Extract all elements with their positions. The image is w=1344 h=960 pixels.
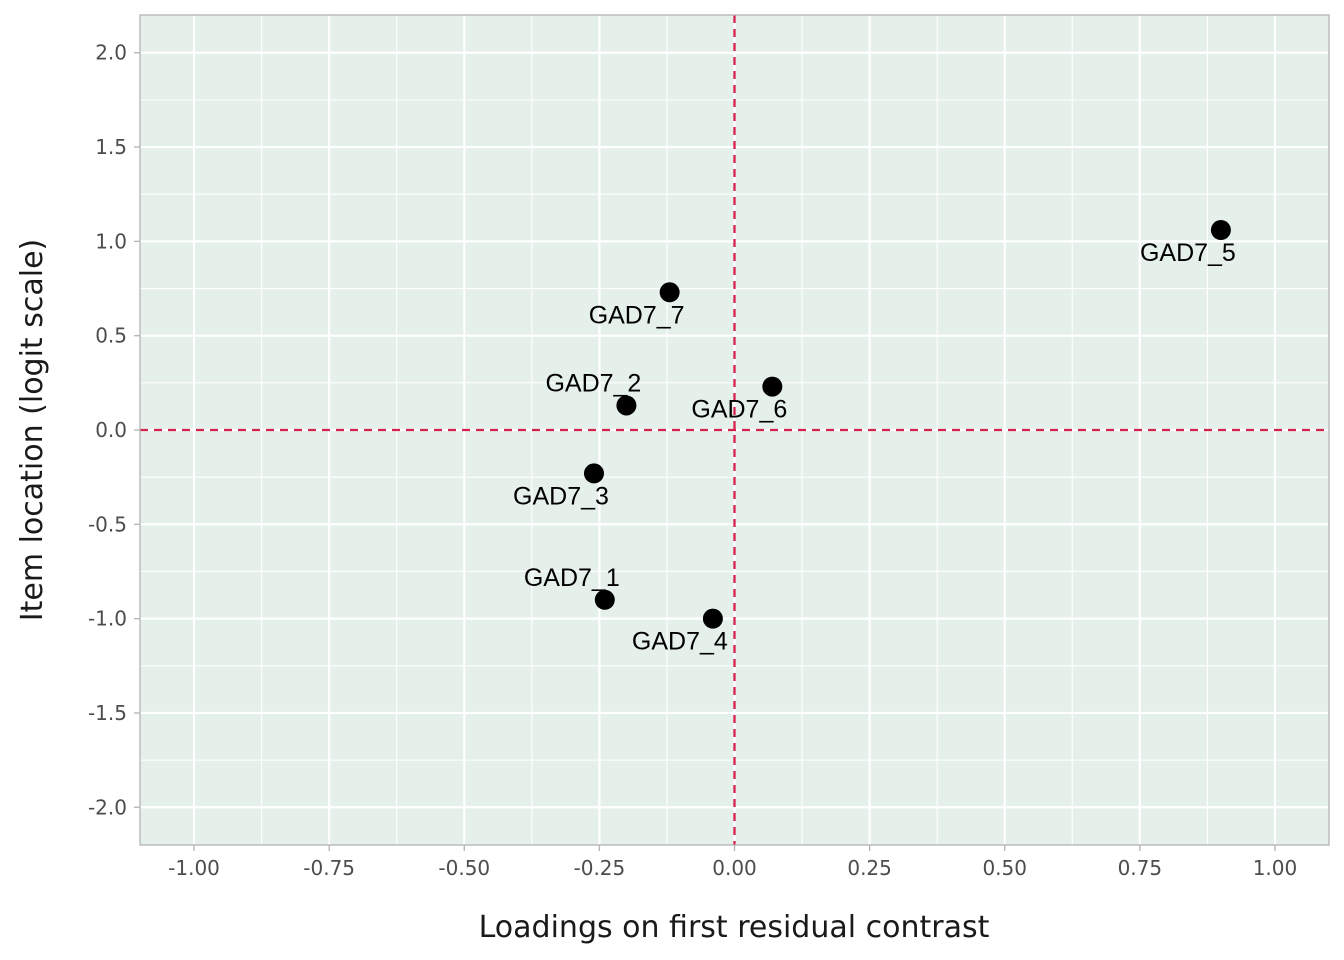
- data-point: [583, 463, 604, 484]
- point-labels: GAD7_1 GAD7_2 GAD7_3 GAD7_4 GAD7_5 GAD7_6 GAD7…: [513, 239, 1236, 656]
- point-label: GAD7_2: [545, 369, 641, 397]
- y-tick-label: -1.5: [88, 701, 127, 725]
- point-label: GAD7_5: [1140, 239, 1236, 267]
- y-axis-title: Item location (logit scale): [15, 239, 50, 621]
- point-label: GAD7_3: [513, 482, 609, 510]
- x-tick-label: 0.25: [847, 856, 892, 880]
- y-tick-label: -0.5: [88, 512, 127, 536]
- data-point: [616, 395, 637, 416]
- x-tick-label: -0.75: [303, 856, 355, 880]
- y-tick-label: 0.5: [95, 324, 127, 348]
- y-tick-label: -1.0: [88, 607, 127, 631]
- data-points: [583, 220, 1231, 629]
- y-tick-label: 1.0: [95, 229, 127, 253]
- point-label: GAD7_7: [589, 301, 685, 329]
- x-tick-label: 0.75: [1118, 856, 1163, 880]
- data-point: [762, 376, 783, 397]
- x-tick-label: -0.25: [574, 856, 626, 880]
- x-axis-title: Loadings on first residual contrast: [479, 910, 990, 945]
- point-label: GAD7_1: [524, 564, 620, 592]
- point-label: GAD7_6: [691, 396, 787, 424]
- x-tick-label: 0.00: [712, 856, 757, 880]
- data-point: [659, 282, 680, 303]
- x-tick-label: -1.00: [168, 856, 220, 880]
- x-axis: -1.00 -0.75 -0.50 -0.25 0.00 0.25 0.50 0.75 1.00: [168, 845, 1297, 880]
- data-point: [702, 608, 723, 629]
- y-tick-label: -2.0: [88, 795, 127, 819]
- y-tick-label: 1.5: [95, 135, 127, 159]
- y-tick-label: 2.0: [95, 41, 127, 65]
- x-tick-label: 0.50: [982, 856, 1027, 880]
- x-tick-label: 1.00: [1253, 856, 1298, 880]
- data-point: [1210, 220, 1231, 241]
- data-point: [594, 589, 615, 610]
- y-tick-label: 0.0: [95, 418, 127, 442]
- point-label: GAD7_4: [632, 628, 728, 656]
- reference-lines: [140, 15, 1329, 845]
- x-tick-label: -0.50: [438, 856, 490, 880]
- y-axis: 2.0 1.5 1.0 0.5 0.0 -0.5 -1.0 -1.5 -2.0: [88, 41, 140, 819]
